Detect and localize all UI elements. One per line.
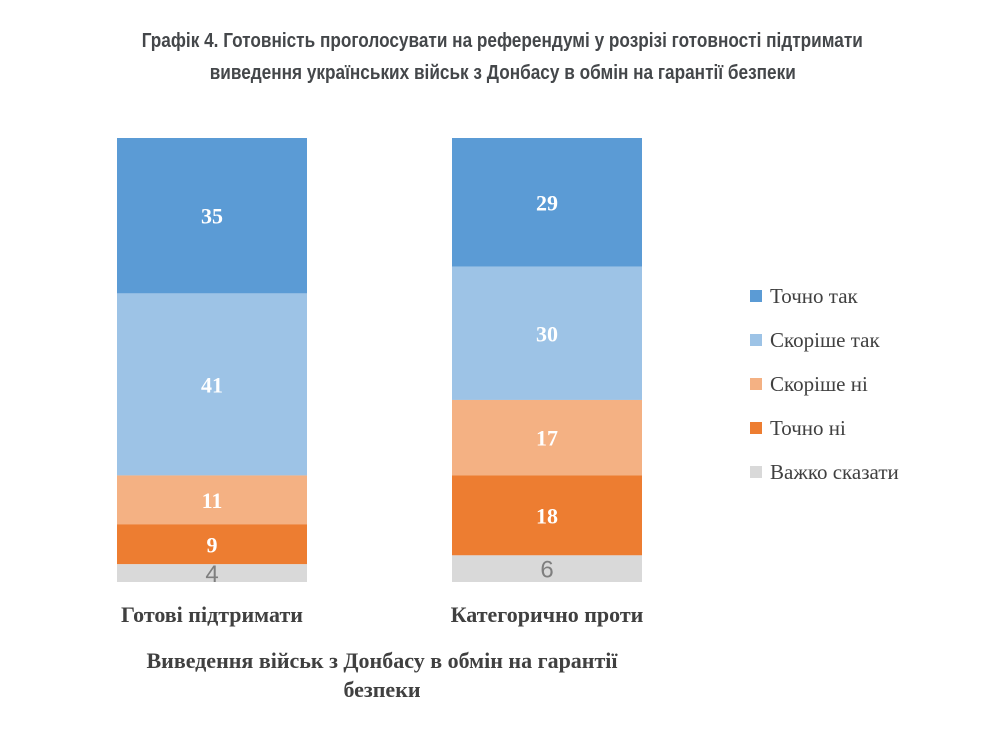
data-label: 35 [201, 204, 223, 229]
bar-segment [117, 293, 307, 476]
bar-segment [117, 475, 307, 525]
legend-swatch [750, 378, 762, 390]
category-label: Категорично проти [451, 602, 644, 627]
legend-label: Точно ні [770, 416, 846, 440]
data-label: 18 [536, 503, 558, 528]
bar-segment [117, 524, 307, 565]
x-axis-label: безпеки [343, 677, 420, 702]
data-label: 29 [536, 190, 558, 215]
legend-label: Скоріше так [770, 328, 880, 352]
bar-segment [452, 555, 642, 582]
bar-segment [117, 138, 307, 294]
legend-swatch [750, 422, 762, 434]
legend-swatch [750, 334, 762, 346]
data-label: 41 [201, 372, 223, 397]
category-label: Готові підтримати [121, 602, 303, 627]
data-label: 6 [540, 557, 553, 584]
data-label: 17 [536, 426, 558, 451]
legend-label: Точно так [770, 284, 859, 308]
chart-title-line2: виведення українських військ з Донбасу в… [209, 62, 796, 84]
bar-segment [452, 138, 642, 267]
legend-label: Важко сказати [770, 460, 899, 484]
data-label: 30 [536, 321, 558, 346]
bar-segment [117, 564, 307, 582]
x-axis-label: Виведення військ з Донбасу в обмін на га… [146, 648, 618, 673]
legend-label: Скоріше ні [770, 372, 868, 396]
data-label: 9 [207, 532, 218, 557]
bar-segment [452, 266, 642, 400]
data-label: 4 [205, 561, 218, 588]
bar-segment [452, 399, 642, 476]
legend-swatch [750, 290, 762, 302]
data-label: 11 [202, 488, 223, 513]
chart-title-line1: Графік 4. Готовність проголосувати на ре… [141, 30, 864, 52]
legend-swatch [750, 466, 762, 478]
bar-segment [452, 475, 642, 556]
